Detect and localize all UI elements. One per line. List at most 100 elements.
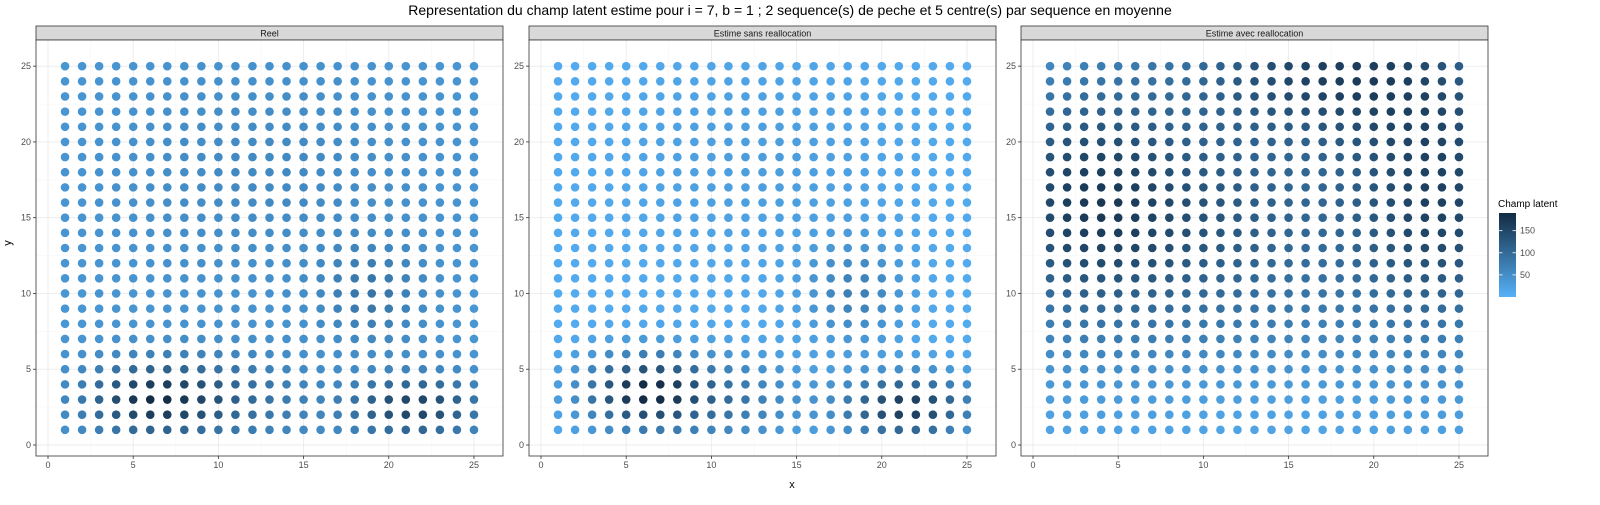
data-point: [111, 425, 121, 435]
data-point: [418, 61, 428, 71]
data-point: [60, 122, 70, 132]
data-point: [1233, 319, 1242, 329]
x-tick-label: 0: [538, 460, 543, 470]
data-point: [570, 228, 580, 238]
data-point: [282, 274, 291, 283]
data-point: [418, 107, 428, 116]
data-point: [145, 167, 155, 177]
data-point: [1130, 395, 1140, 404]
data-point: [1216, 349, 1225, 359]
data-point: [94, 92, 104, 101]
data-point: [162, 137, 172, 147]
data-point: [162, 334, 172, 344]
data-point: [94, 289, 104, 298]
data-point: [1301, 274, 1310, 283]
data-point: [570, 167, 580, 177]
data-point: [1318, 410, 1327, 419]
data-point: [826, 349, 835, 359]
data-point: [1352, 395, 1362, 404]
data-point: [1165, 77, 1174, 86]
data-point: [248, 274, 257, 283]
data-point: [1079, 167, 1089, 177]
data-point: [316, 198, 325, 207]
data-point: [621, 304, 631, 313]
data-point: [1079, 304, 1089, 313]
data-point: [945, 274, 955, 283]
data-point: [638, 137, 648, 147]
data-point: [128, 92, 138, 101]
data-point: [384, 349, 394, 359]
data-point: [1062, 243, 1072, 253]
data-point: [1130, 167, 1140, 177]
data-point: [741, 364, 750, 374]
data-point: [741, 122, 750, 132]
data-point: [553, 107, 563, 116]
data-point: [1113, 334, 1123, 344]
data-point: [197, 198, 206, 207]
data-point: [401, 77, 411, 86]
data-point: [128, 410, 138, 419]
data-point: [452, 334, 462, 344]
data-point: [911, 213, 921, 222]
data-point: [60, 395, 70, 404]
data-point: [877, 274, 887, 283]
data-point: [180, 122, 189, 132]
data-point: [655, 274, 665, 283]
data-point: [962, 258, 972, 268]
data-point: [77, 77, 87, 86]
data-point: [299, 258, 308, 268]
data-point: [860, 349, 870, 359]
data-point: [299, 107, 308, 116]
data-point: [128, 107, 138, 116]
data-point: [1386, 137, 1396, 147]
data-point: [1420, 61, 1430, 71]
data-point: [1165, 61, 1174, 71]
data-point: [1454, 319, 1464, 329]
data-point: [1165, 395, 1174, 404]
x-tick-label: 10: [213, 460, 223, 470]
data-point: [418, 319, 428, 329]
data-point: [282, 213, 291, 222]
data-point: [1454, 258, 1464, 268]
data-point: [60, 304, 70, 313]
data-point: [1437, 395, 1447, 404]
data-point: [707, 152, 716, 162]
data-point: [418, 77, 428, 86]
legend-title: Champ latent: [1498, 199, 1558, 210]
data-point: [316, 167, 325, 177]
data-point: [367, 92, 377, 101]
data-point: [435, 349, 445, 359]
data-point: [1233, 107, 1242, 116]
data-point: [248, 364, 257, 374]
data-point: [911, 349, 921, 359]
data-point: [469, 137, 479, 147]
data-point: [299, 289, 308, 298]
data-point: [1250, 152, 1259, 162]
x-tick-label: 25: [469, 460, 479, 470]
data-point: [265, 289, 274, 298]
data-point: [690, 410, 699, 419]
data-point: [1335, 380, 1344, 389]
data-point: [843, 228, 852, 238]
data-point: [77, 198, 87, 207]
data-point: [1267, 334, 1276, 344]
data-point: [333, 410, 342, 419]
data-point: [655, 243, 665, 253]
data-point: [553, 349, 563, 359]
data-point: [60, 107, 70, 116]
legend-tick-label: 50: [1520, 270, 1530, 280]
data-point: [1216, 289, 1225, 298]
data-point: [894, 425, 904, 435]
data-point: [1096, 289, 1106, 298]
data-point: [1318, 77, 1327, 86]
data-point: [1079, 137, 1089, 147]
data-point: [1420, 92, 1430, 101]
data-point: [1130, 228, 1140, 238]
data-point: [162, 77, 172, 86]
data-point: [911, 289, 921, 298]
data-point: [928, 167, 938, 177]
data-point: [758, 395, 767, 404]
data-point: [826, 107, 835, 116]
data-point: [638, 364, 648, 374]
